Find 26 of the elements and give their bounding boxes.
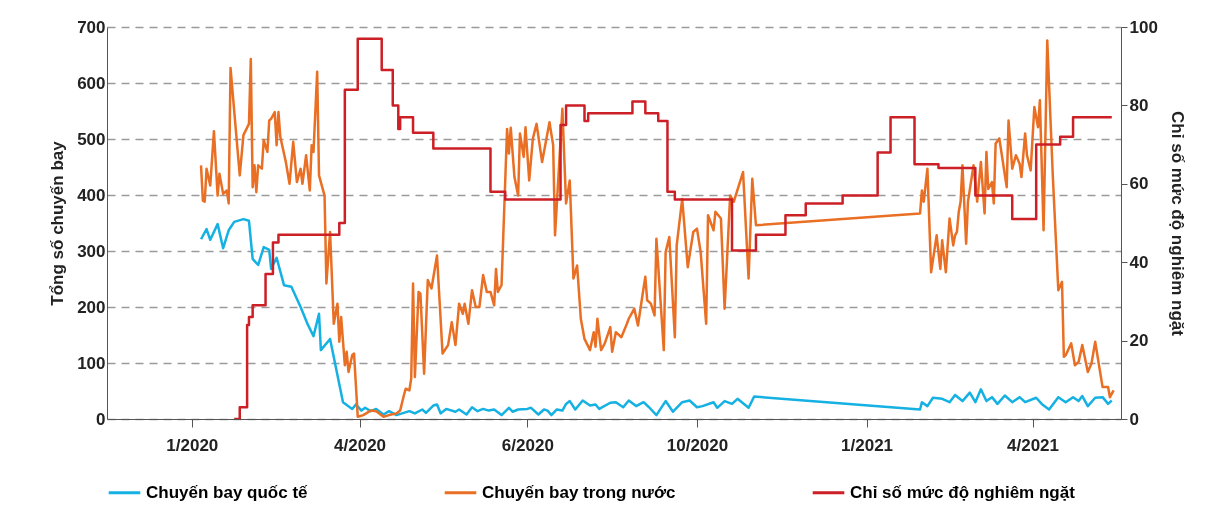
x-tick-label: 6/2020 (501, 435, 554, 455)
y-tick-label: 400 (77, 185, 106, 205)
legend-label: Chuyến bay quốc tế (146, 482, 309, 502)
y2-tick-label: 80 (1129, 95, 1149, 115)
y2-tick-label: 20 (1129, 331, 1149, 351)
y2-tick-label: 40 (1129, 252, 1149, 272)
x-tick-label: 10/2020 (666, 435, 729, 455)
y-tick-label: 200 (77, 297, 106, 317)
y2-tick-label: 100 (1129, 17, 1158, 37)
legend-label: Chuyến bay trong nước (482, 482, 676, 502)
line-series (199, 217, 1114, 417)
x-tick-label: 1/2020 (166, 435, 219, 455)
x-tick-label: 1/2021 (841, 435, 894, 455)
y2-tick-label: 0 (1129, 409, 1139, 429)
legend-label: Chỉ số mức độ nghiêm ngặt (850, 482, 1076, 502)
y-tick-label: 700 (77, 17, 106, 37)
y-tick-label: 300 (77, 241, 106, 261)
x-tick-label: 4/2020 (334, 435, 387, 455)
x-tick-label: 4/2021 (1007, 435, 1060, 455)
y2-tick-label: 60 (1129, 174, 1149, 194)
y2-axis-title: Chỉ số mức độ nghiêm ngặt (1167, 111, 1187, 337)
y-tick-label: 600 (77, 73, 106, 93)
y-tick-label: 500 (77, 129, 106, 149)
y-axis-title: Tổng số chuyến bay (48, 140, 68, 306)
y-tick-label: 100 (77, 353, 106, 373)
y-tick-label: 0 (96, 409, 106, 429)
